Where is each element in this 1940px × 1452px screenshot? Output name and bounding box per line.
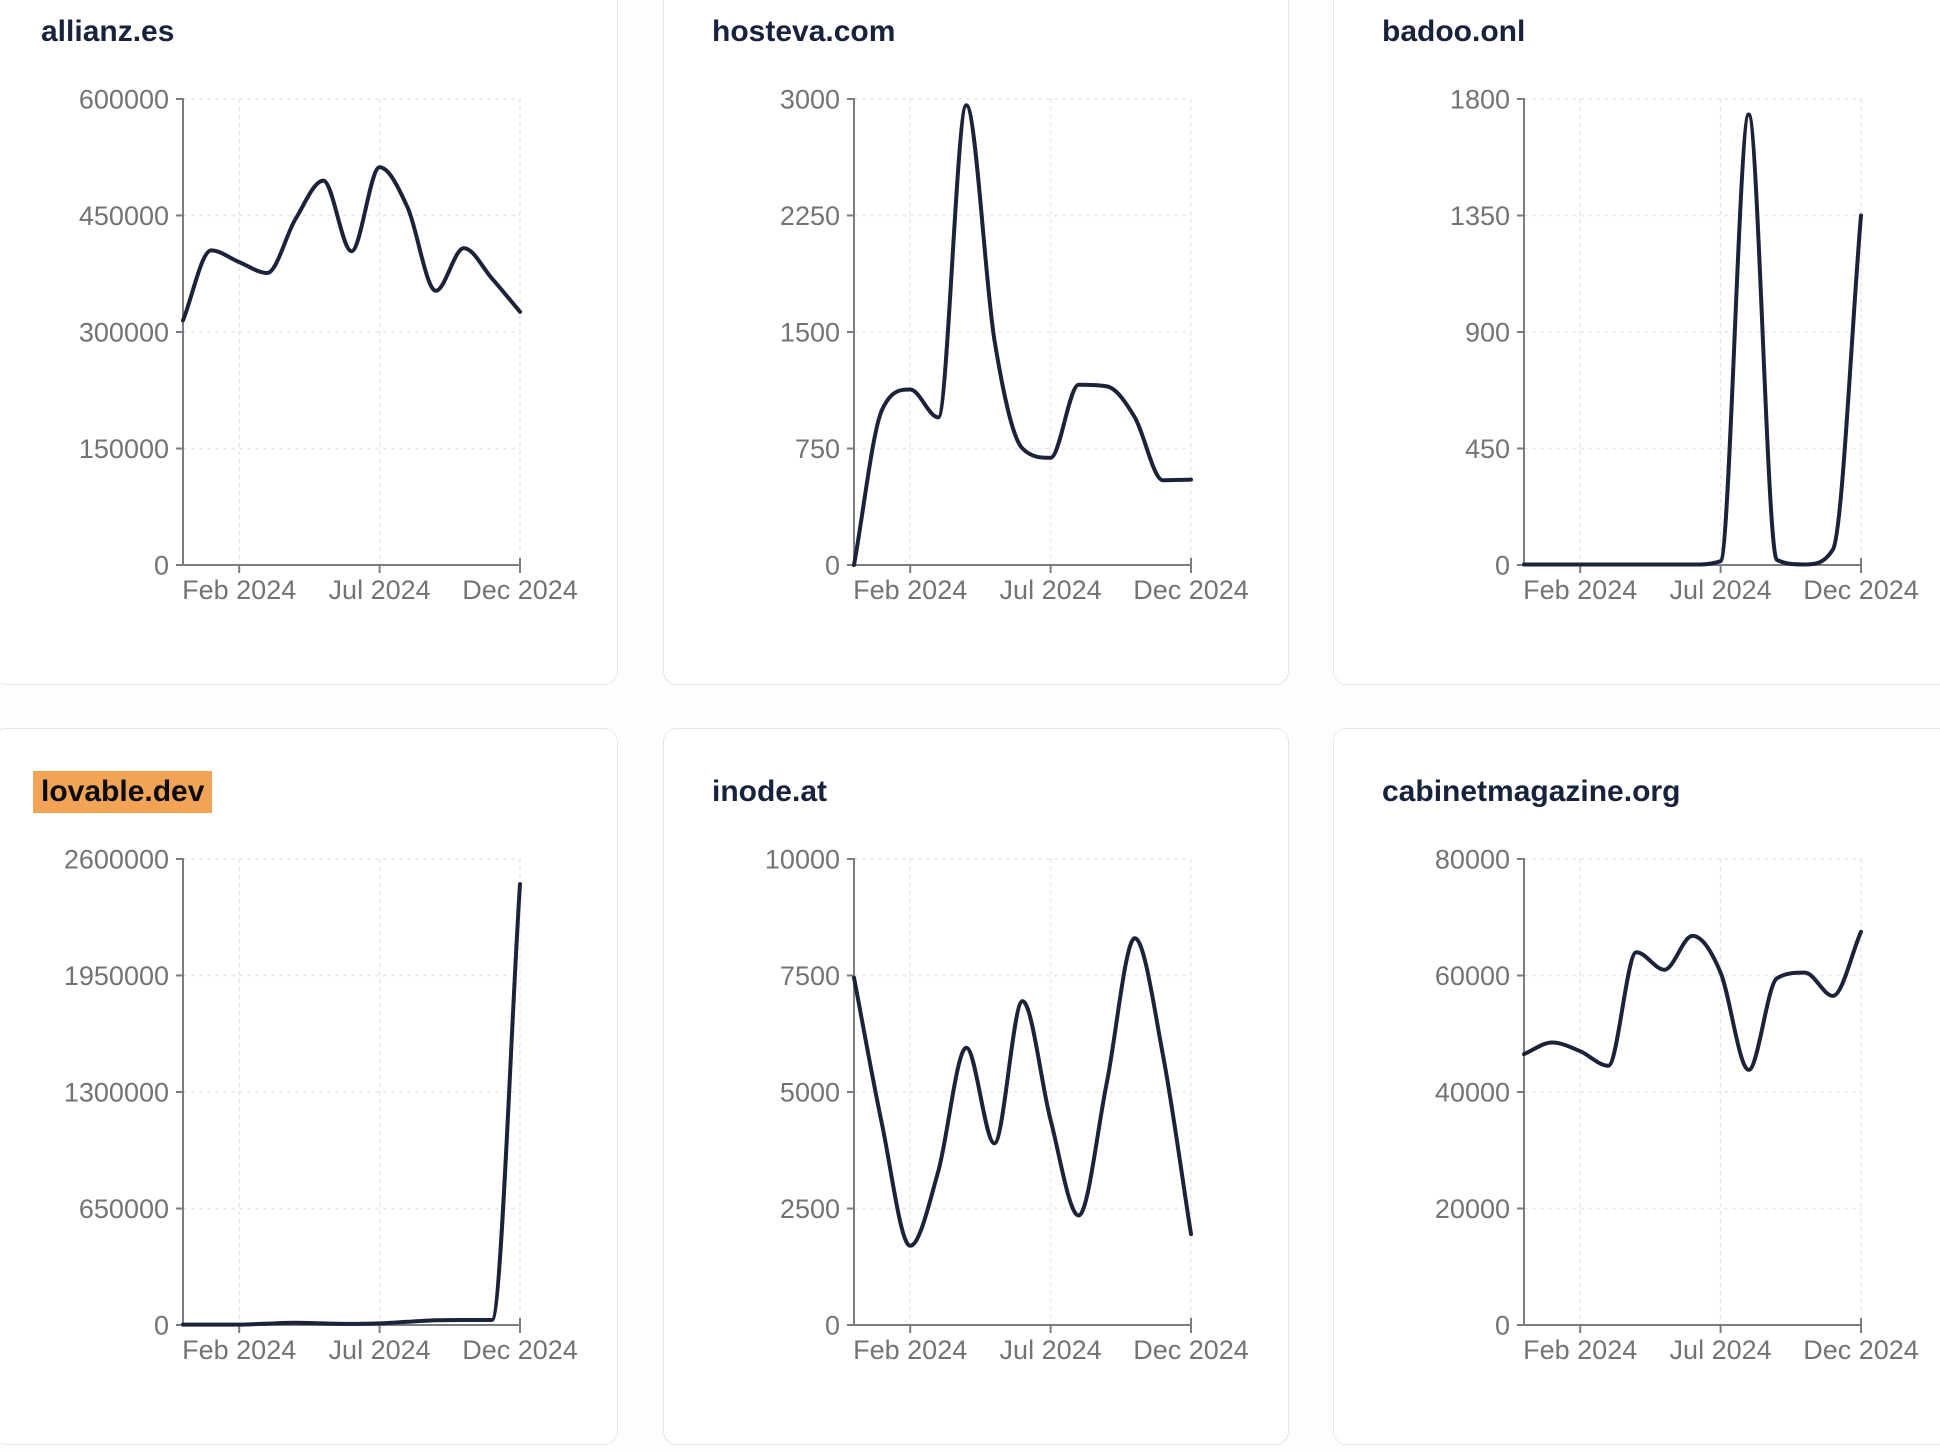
y-tick-label: 450	[1465, 434, 1510, 464]
y-tick-label: 300000	[79, 317, 169, 347]
x-tick-label: Jul 2024	[1000, 575, 1102, 605]
chart-title-text: inode.at	[712, 775, 828, 808]
x-tick-label: Dec 2024	[1133, 575, 1249, 605]
y-tick-label: 10000	[765, 844, 840, 874]
line-chart: 0 150000 300000 450000 600000 Feb 2024 Jul 202…	[79, 84, 578, 605]
axes	[1517, 858, 1862, 1333]
chart-title: lovable.dev	[33, 771, 213, 813]
x-tick-label: Dec 2024	[462, 1335, 578, 1365]
chart-card-cabinetmagazine-org: cabinetmagazine.org 0 20000 40000 60000 8000…	[1333, 728, 1940, 1445]
x-tick-label: Feb 2024	[853, 575, 967, 605]
gridlines	[183, 858, 521, 1325]
gridlines	[1524, 98, 1862, 565]
x-tick-label: Dec 2024	[1133, 1335, 1249, 1365]
x-tick-label: Jul 2024	[1000, 1335, 1102, 1365]
y-tick-label: 0	[154, 550, 169, 580]
trend-line	[181, 882, 522, 1327]
trend-line	[1522, 112, 1863, 567]
line-chart: 0 450 900 1350 1800 Feb 2024 Jul 2024 Dec 2024	[1450, 84, 1919, 605]
y-tick-label: 900	[1465, 317, 1510, 347]
y-tick-label: 40000	[1435, 1077, 1510, 1107]
trend-line	[1522, 929, 1863, 1072]
y-tick-label: 1950000	[64, 961, 169, 991]
y-tick-label: 2250	[780, 201, 840, 231]
gridlines	[854, 98, 1192, 565]
chart-title-text: cabinetmagazine.org	[1382, 775, 1681, 808]
gridlines	[183, 98, 521, 565]
chart-title: inode.at	[712, 777, 827, 807]
y-tick-label: 2600000	[64, 844, 169, 874]
y-tick-label: 750	[795, 434, 840, 464]
axes	[847, 858, 1192, 1333]
y-tick-label: 1350	[1450, 201, 1510, 231]
chart-title-text: allianz.es	[41, 15, 175, 48]
axes	[1517, 98, 1862, 573]
y-tick-label: 80000	[1435, 844, 1510, 874]
y-tick-label: 1800	[1450, 84, 1510, 114]
y-tick-label: 7500	[780, 961, 840, 991]
axes	[847, 98, 1192, 573]
x-tick-label: Feb 2024	[1523, 1335, 1637, 1365]
y-tick-label: 2500	[780, 1194, 840, 1224]
chart-title: hosteva.com	[712, 17, 895, 47]
chart-card-hosteva-com: hosteva.com 0 750 1500 2250 3000 Feb 2024 Jul …	[663, 0, 1289, 685]
y-tick-label: 0	[825, 550, 840, 580]
y-tick-label: 5000	[780, 1077, 840, 1107]
y-tick-label: 150000	[79, 434, 169, 464]
chart-title-text: badoo.onl	[1382, 15, 1526, 48]
x-tick-label: Jul 2024	[329, 575, 431, 605]
y-tick-label: 1300000	[64, 1077, 169, 1107]
x-tick-label: Feb 2024	[182, 575, 296, 605]
x-tick-label: Jul 2024	[1670, 1335, 1772, 1365]
trend-line	[852, 936, 1193, 1248]
line-chart: 0 650000 1300000 1950000 2600000 Feb 2024 Jul …	[64, 844, 578, 1365]
chart-title-text: lovable.dev	[33, 771, 213, 813]
trend-line	[852, 103, 1193, 567]
x-tick-label: Feb 2024	[182, 1335, 296, 1365]
chart-card-allianz-es: allianz.es 0 150000 300000 450000 600000 Feb …	[0, 0, 618, 685]
x-tick-label: Dec 2024	[1803, 575, 1919, 605]
chart-title: allianz.es	[41, 17, 174, 47]
x-tick-label: Feb 2024	[1523, 575, 1637, 605]
y-tick-label: 3000	[780, 84, 840, 114]
x-tick-label: Dec 2024	[462, 575, 578, 605]
trend-line	[181, 165, 522, 323]
chart-card-inode-at: inode.at 0 2500 5000 7500 10000 Feb 2024 Jul 2…	[663, 728, 1289, 1445]
chart-card-lovable-dev: lovable.dev 0 650000 1300000 1950000 2600000…	[0, 728, 618, 1445]
y-tick-label: 600000	[79, 84, 169, 114]
x-tick-label: Feb 2024	[853, 1335, 967, 1365]
y-tick-label: 0	[1495, 550, 1510, 580]
line-chart: 0 20000 40000 60000 80000 Feb 2024 Jul 2024 Dec…	[1435, 844, 1919, 1365]
gridlines	[854, 858, 1192, 1325]
line-chart: 0 750 1500 2250 3000 Feb 2024 Jul 2024 Dec 2024	[780, 84, 1249, 605]
chart-title-text: hosteva.com	[712, 15, 896, 48]
chart-title: cabinetmagazine.org	[1382, 777, 1680, 807]
x-tick-label: Jul 2024	[1670, 575, 1772, 605]
x-tick-label: Dec 2024	[1803, 1335, 1919, 1365]
chart-title: badoo.onl	[1382, 17, 1525, 47]
axes	[176, 98, 521, 573]
y-tick-label: 20000	[1435, 1194, 1510, 1224]
y-tick-label: 1500	[780, 317, 840, 347]
y-tick-label: 650000	[79, 1194, 169, 1224]
axes	[176, 858, 521, 1333]
y-tick-label: 0	[154, 1310, 169, 1340]
x-tick-label: Jul 2024	[329, 1335, 431, 1365]
y-tick-label: 60000	[1435, 961, 1510, 991]
gridlines	[1524, 858, 1862, 1325]
y-tick-label: 450000	[79, 201, 169, 231]
line-chart: 0 2500 5000 7500 10000 Feb 2024 Jul 2024 Dec 20…	[765, 844, 1249, 1365]
y-tick-label: 0	[1495, 1310, 1510, 1340]
chart-card-badoo-onl: badoo.onl 0 450 900 1350 1800 Feb 2024 Jul 202…	[1333, 0, 1940, 685]
y-tick-label: 0	[825, 1310, 840, 1340]
